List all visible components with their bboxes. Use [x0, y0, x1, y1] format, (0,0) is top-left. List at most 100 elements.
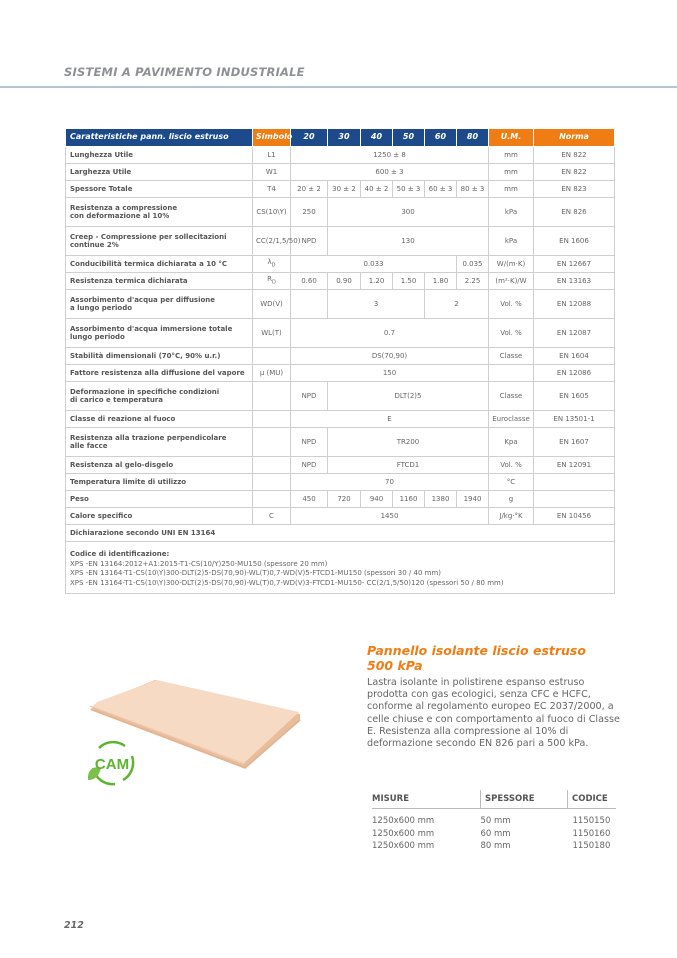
row-unit: °C	[488, 473, 534, 491]
row-norm	[533, 473, 615, 491]
row-value: 40 ± 2	[360, 180, 393, 198]
symbol-text: WL(T)	[261, 328, 282, 337]
row-unit: mm	[488, 146, 534, 164]
cell-spessore: 60 mm	[480, 828, 511, 839]
row-symbol	[252, 490, 291, 508]
row-unit: (m²·K)/W	[488, 272, 534, 290]
row-symbol: WL(T)	[252, 318, 291, 348]
code-line: XPS -EN 13164-T1-CS(10\Y)300-DLT(2)5-DS(…	[70, 578, 504, 587]
symbol-text: λ	[267, 258, 272, 267]
row-unit: mm	[488, 180, 534, 198]
row-unit: Kpa	[488, 427, 534, 457]
spec-row: Peso 450 720 940 1160 1380 1940 g	[65, 490, 615, 508]
row-value: 50 ± 3	[392, 180, 425, 198]
spec-row: Classe di reazione al fuoco E Euroclasse EN…	[65, 410, 615, 428]
row-value: 940	[360, 490, 393, 508]
row-symbol: W1	[252, 163, 291, 181]
row-value: 1250 ± 8	[290, 146, 489, 164]
row-label: Temperatura limite di utilizzo	[65, 473, 253, 491]
row-value: 0.033	[290, 255, 457, 273]
product-description: Lastra isolante in polistirene espanso e…	[367, 677, 620, 750]
row-label: Assorbimento d'acqua per diffusione a lun…	[65, 289, 253, 319]
row-unit: Classe	[488, 381, 534, 411]
row-label: Resistenza a compressione con deformazion…	[65, 197, 253, 227]
row-label: Lunghezza Utile	[65, 146, 253, 164]
symbol-text: T4	[267, 184, 276, 193]
row-value: 1160	[392, 490, 425, 508]
code-line: XPS -EN 13164:2012+A1:2015-T1-CS(10/Y)25…	[70, 559, 328, 568]
row-norm: EN 12091	[533, 456, 615, 474]
row-norm: EN 12088	[533, 289, 615, 319]
product-title-line1: Pannello isolante liscio estruso	[367, 643, 586, 658]
row-unit: Euroclasse	[488, 410, 534, 428]
row-value: 0.90	[327, 272, 361, 290]
row-norm: EN 12087	[533, 318, 615, 348]
spec-row: Deformazione in specifiche condizioni di …	[65, 381, 615, 411]
cell-codice: 1150150	[572, 816, 611, 826]
row-label: Peso	[65, 490, 253, 508]
symbol-subscript: D	[271, 262, 276, 269]
row-symbol: L1	[252, 146, 291, 164]
spec-row: Larghezza Utile W1 600 ± 3 mm EN 822	[65, 163, 615, 181]
row-value: 0.7	[290, 318, 489, 348]
spec-row: Assorbimento d'acqua per diffusione a lun…	[65, 289, 615, 319]
symbol-text: CC(2/1,5/50)	[256, 236, 301, 245]
code-line: XPS -EN 13164-T1-CS(10\Y)300-DLT(2)5-DS(…	[70, 569, 442, 577]
row-symbol	[252, 456, 291, 474]
row-label: Fattore resistenza alla diffusione del v…	[65, 364, 253, 382]
row-norm: EN 822	[533, 163, 615, 181]
spec-row: Resistenza alla trazione perpendicolare a…	[65, 427, 615, 457]
row-label: Classe di reazione al fuoco	[65, 410, 253, 428]
spec-row: Spessore Totale T4 20 ± 2 30 ± 2 40 ± 2 50 ± …	[65, 180, 615, 198]
row-symbol: T4	[252, 180, 291, 198]
spec-row: Temperatura limite di utilizzo 70 °C	[65, 473, 615, 491]
row-symbol	[252, 347, 291, 365]
row-norm: EN 1604	[533, 347, 615, 365]
row-norm: EN 13163	[533, 272, 615, 290]
row-label: Stabilità dimensionali (70°C, 90% u.r.)	[65, 347, 253, 365]
header-characteristic: Caratteristiche pann. liscio estruso	[65, 128, 253, 147]
spec-row: Conducibilità termica dichiarata a 10 °C…	[65, 255, 615, 273]
product-title: Pannello isolante liscio estruso 500 kPa	[367, 643, 627, 673]
codes-header-row: MISURE SPESSORE CODICE	[372, 790, 616, 809]
codes-row: 1250x600 mm 80 mm 1150180	[372, 840, 616, 853]
spec-header-row: Caratteristiche pann. liscio estruso Sim…	[65, 128, 615, 147]
row-symbol: CC(2/1,5/50)	[252, 226, 300, 256]
header-symbol: Simbolo	[252, 128, 292, 147]
row-norm: EN 12667	[533, 255, 615, 273]
header-norm: Norma	[533, 128, 615, 147]
codes-row: 1250x600 mm 50 mm 1150150	[372, 809, 616, 828]
row-symbol	[252, 473, 291, 491]
cell-codice: 1150160	[572, 828, 611, 839]
cell-misure: 1250x600 mm	[372, 841, 435, 851]
row-value: 720	[327, 490, 361, 508]
row-label: Assorbimento d'acqua immersione totale lu…	[65, 318, 253, 348]
row-label: Calore specifico	[65, 507, 253, 525]
spec-row: Resistenza al gelo-disgelo NPD FTCD1 Vol. %…	[65, 456, 615, 474]
symbol-subscript: D	[272, 279, 276, 286]
row-value: NPD	[290, 226, 328, 256]
section-title: SISTEMI A PAVIMENTO INDUSTRIALE	[64, 65, 305, 79]
cell-spessore: 80 mm	[480, 841, 511, 851]
row-value: 80 ± 3	[456, 180, 489, 198]
header-unit: U.M.	[488, 128, 534, 147]
header-thickness: 50	[392, 128, 425, 147]
row-label: Deformazione in specifiche condizioni di …	[65, 381, 253, 411]
row-symbol: C	[252, 507, 291, 525]
row-value: 250	[290, 197, 328, 227]
row-value: 30 ± 2	[327, 180, 361, 198]
cell-misure: 1250x600 mm	[372, 828, 435, 839]
row-unit: g	[488, 490, 534, 508]
row-norm: EN 823	[533, 180, 615, 198]
row-value: NPD	[290, 381, 328, 411]
spec-row: Stabilità dimensionali (70°C, 90% u.r.) D…	[65, 347, 615, 365]
spec-row: Calore specifico C 1450 J/kg·°K EN 10456	[65, 507, 615, 525]
row-label: Resistenza termica dichiarata	[65, 272, 253, 290]
row-norm: EN 12086	[533, 364, 615, 382]
row-label: Larghezza Utile	[65, 163, 253, 181]
row-value: NPD	[290, 427, 328, 457]
cam-label: CAM	[95, 756, 129, 773]
row-norm: EN 1606	[533, 226, 615, 256]
row-norm	[533, 490, 615, 508]
row-norm: EN 13501-1	[533, 410, 615, 428]
